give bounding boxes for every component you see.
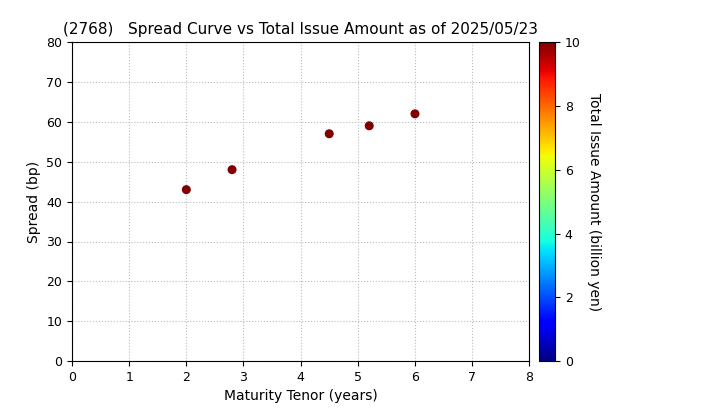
Y-axis label: Spread (bp): Spread (bp) [27,160,41,243]
Y-axis label: Total Issue Amount (billion yen): Total Issue Amount (billion yen) [588,92,601,311]
Point [323,130,335,137]
X-axis label: Maturity Tenor (years): Maturity Tenor (years) [224,389,377,404]
Point [181,186,192,193]
Point [364,122,375,129]
Point [409,110,420,117]
Point [226,166,238,173]
Title: (2768)   Spread Curve vs Total Issue Amount as of 2025/05/23: (2768) Spread Curve vs Total Issue Amoun… [63,22,538,37]
